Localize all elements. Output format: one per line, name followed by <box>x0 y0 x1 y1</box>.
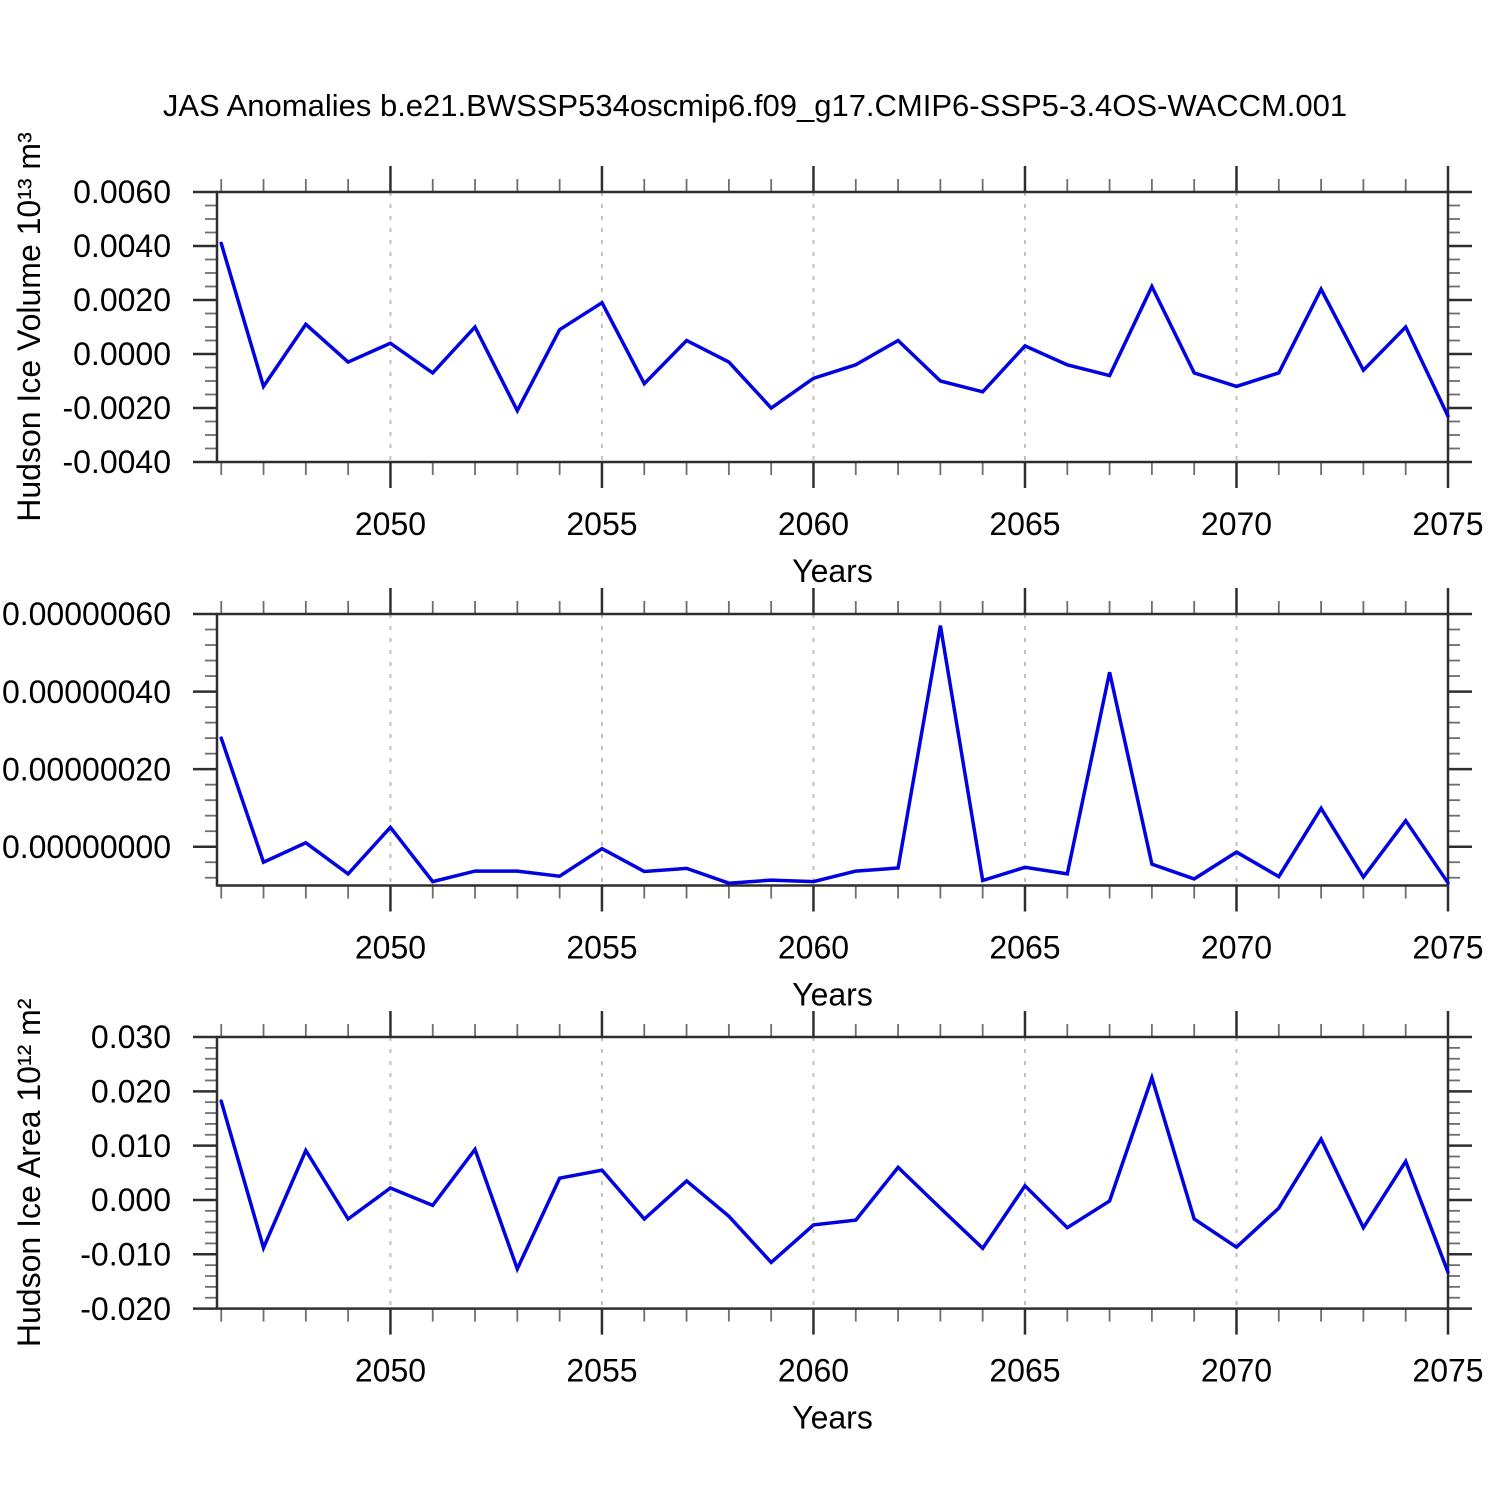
y-tick-label: -0.020 <box>80 1291 171 1327</box>
figure-title: JAS Anomalies b.e21.BWSSP534oscmip6.f09_… <box>162 88 1348 123</box>
y-tick-label: 0.0040 <box>73 228 171 264</box>
y-tick-label: 0.00000020 <box>2 751 171 787</box>
data-line <box>219 625 1450 885</box>
x-tick-label: 2070 <box>1201 1353 1272 1389</box>
x-tick-label: 2075 <box>1412 1353 1483 1389</box>
x-tick-label: 2075 <box>1412 930 1483 966</box>
plot-frame <box>215 612 1450 887</box>
y-tick-label: -0.0040 <box>62 444 171 480</box>
plot-frame <box>215 190 1450 464</box>
x-tick-label: 2070 <box>1201 930 1272 966</box>
x-tick-label: 2055 <box>566 1353 637 1389</box>
x-tick-label: 2060 <box>778 1353 849 1389</box>
x-tick-label: 2060 <box>778 930 849 966</box>
x-axis-title: Years <box>792 977 873 1013</box>
x-tick-label: 2050 <box>355 506 426 542</box>
y-tick-label: -0.010 <box>80 1236 171 1272</box>
y-tick-label: 0.020 <box>91 1074 171 1110</box>
y-tick-label: 0.030 <box>91 1019 171 1055</box>
x-tick-label: 2075 <box>1412 506 1483 542</box>
plot-frame <box>215 1035 1450 1310</box>
x-tick-label: 2065 <box>989 1353 1060 1389</box>
x-tick-label: 2055 <box>566 506 637 542</box>
data-line <box>219 1071 1450 1274</box>
y-axis-title: Hudson Ice Area 10¹² m² <box>11 998 47 1347</box>
panel-3: 0.030 0.020 0.010 0.000 -0.010 -0.020 2050 2055… <box>11 998 1484 1435</box>
y-tick-label: 0.00000040 <box>2 674 171 710</box>
x-tick-label: 2050 <box>355 930 426 966</box>
panel-1: 0.0060 0.0040 0.0020 0.0000 -0.0020 -0.0040 20… <box>11 132 1484 589</box>
x-tick-label: 2065 <box>989 930 1060 966</box>
data-line <box>219 241 1450 418</box>
x-tick-label: 2055 <box>566 930 637 966</box>
x-tick-label: 2060 <box>778 506 849 542</box>
y-axis-title: Hudson Ice Volume 10¹³ m³ <box>11 132 47 522</box>
x-axis-title: Years <box>792 1400 873 1436</box>
x-tick-label: 2070 <box>1201 506 1272 542</box>
y-tick-label: 0.00000000 <box>2 829 171 865</box>
y-tick-label: 0.0000 <box>73 336 171 372</box>
panel-2: 0.00000060 0.00000040 0.00000020 0.00000000… <box>2 588 1484 1013</box>
y-tick-label: -0.0020 <box>62 390 171 426</box>
y-tick-label: 0.010 <box>91 1128 171 1164</box>
x-tick-label: 2050 <box>355 1353 426 1389</box>
y-tick-label: 0.000 <box>91 1182 171 1218</box>
y-tick-label: 0.0060 <box>73 174 171 210</box>
y-tick-label: 0.00000060 <box>2 596 171 632</box>
y-tick-label: 0.0020 <box>73 282 171 318</box>
x-axis-title: Years <box>792 553 873 589</box>
x-tick-label: 2065 <box>989 506 1060 542</box>
